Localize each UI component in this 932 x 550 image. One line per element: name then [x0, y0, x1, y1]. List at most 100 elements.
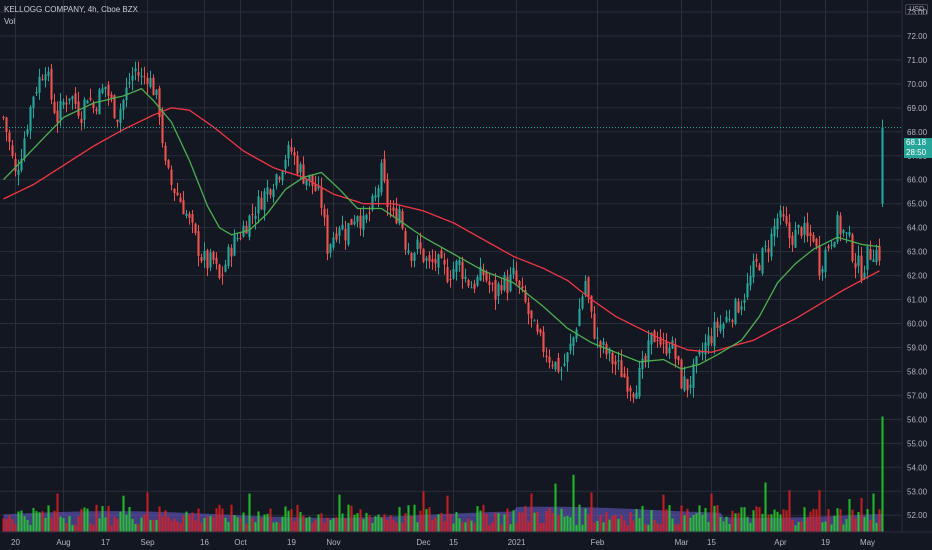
- candle-body: [209, 252, 212, 268]
- volume-bar: [677, 524, 680, 532]
- volume-bar: [560, 508, 563, 532]
- volume-bar: [341, 513, 344, 532]
- time-tick-label: 15: [707, 538, 716, 547]
- volume-bar: [227, 522, 230, 532]
- candle-body: [140, 75, 143, 77]
- candle-body: [869, 249, 872, 260]
- candle-body: [551, 364, 554, 367]
- candle-body: [722, 323, 725, 329]
- candle-body: [416, 239, 419, 250]
- volume-bar: [821, 522, 824, 532]
- candle-body: [131, 75, 134, 81]
- price-tick-label: 73.00: [907, 8, 928, 17]
- candle-body: [71, 96, 74, 99]
- volume-bar: [632, 520, 635, 532]
- volume-bar: [866, 509, 869, 532]
- volume-bar: [719, 517, 722, 532]
- candle-body: [173, 188, 176, 193]
- candle-body: [449, 278, 452, 280]
- volume-bar: [5, 519, 8, 532]
- time-tick-label: Apr: [774, 538, 787, 547]
- price-tick-label: 65.00: [907, 200, 928, 209]
- candle-body: [491, 283, 494, 285]
- time-tick-label: Dec: [416, 538, 430, 547]
- candle-body: [713, 321, 716, 346]
- volume-bar: [143, 514, 146, 532]
- volume-bar: [776, 511, 779, 532]
- volume-bar: [83, 507, 86, 532]
- volume-bar: [323, 522, 326, 532]
- candle-body: [122, 100, 125, 110]
- volume-bar: [845, 519, 848, 532]
- candle-body: [287, 144, 290, 159]
- candle-body: [263, 191, 266, 211]
- candle-body: [278, 177, 281, 180]
- volume-bar: [335, 517, 338, 532]
- volume-bar: [377, 514, 380, 532]
- volume-bar: [524, 506, 527, 532]
- candle-body: [20, 159, 23, 171]
- volume-bar: [755, 506, 758, 532]
- candle-body: [524, 290, 527, 302]
- candle-body: [119, 109, 122, 123]
- volume-bar: [710, 493, 713, 532]
- volume-bar: [89, 523, 92, 532]
- volume-label[interactable]: Vol: [4, 17, 16, 26]
- candle-body: [485, 271, 488, 281]
- volume-bar: [125, 514, 128, 532]
- candle-body: [638, 367, 641, 397]
- candle-body: [707, 335, 710, 346]
- candle-body: [206, 250, 209, 269]
- time-axis[interactable]: 20 Aug 17 Sep 16 Oct 19 Nov Dec 15 2021 Feb Mar 15 Apr…: [11, 538, 875, 547]
- volume-bar: [98, 518, 101, 532]
- candle-body: [68, 98, 71, 101]
- volume-bar: [149, 519, 152, 532]
- candle-body: [857, 255, 860, 266]
- candle-body: [875, 249, 878, 263]
- price-axis[interactable]: 52.00 53.00 54.00 55.00 56.00 57.00 58.00 59.00…: [907, 8, 928, 520]
- volume-bar: [176, 521, 179, 532]
- candle-body: [776, 218, 779, 230]
- volume-bar: [830, 524, 833, 532]
- volume-bar: [485, 514, 488, 532]
- time-tick-label: 16: [200, 538, 209, 547]
- volume-bar: [758, 507, 761, 532]
- volume-bar: [494, 512, 497, 532]
- currency-badge[interactable]: USD: [905, 4, 928, 15]
- volume-bar: [761, 513, 764, 532]
- price-tick-label: 60.00: [907, 320, 928, 329]
- volume-bar: [836, 508, 839, 532]
- volume-bar: [212, 517, 215, 532]
- volume-bar: [164, 510, 167, 532]
- volume-bar: [767, 514, 770, 532]
- volume-bar: [449, 513, 452, 532]
- volume-bar: [416, 522, 419, 532]
- candle-body: [341, 224, 344, 230]
- candle-body: [182, 200, 185, 215]
- candle-body: [125, 87, 128, 101]
- candle-body: [572, 337, 575, 346]
- symbol-title[interactable]: KELLOGG COMPANY, 4h, Cboe BZX: [4, 5, 138, 14]
- volume-bar: [569, 517, 572, 532]
- price-tick-label: 71.00: [907, 56, 928, 65]
- candle-body: [554, 361, 557, 370]
- candle-body: [746, 283, 749, 298]
- time-tick-label: 17: [101, 538, 110, 547]
- candle-body: [434, 258, 437, 264]
- candle-body: [518, 281, 521, 286]
- volume-bar: [842, 524, 845, 532]
- candle-body: [539, 329, 542, 333]
- candle-body: [137, 72, 140, 76]
- candle-body: [749, 275, 752, 286]
- price-tick-label: 62.00: [907, 272, 928, 281]
- volume-bar: [857, 512, 860, 532]
- volume-bar: [461, 522, 464, 532]
- time-tick-label: 19: [821, 538, 830, 547]
- candle-body: [335, 233, 338, 240]
- candle-body: [410, 253, 413, 261]
- candle-body: [248, 215, 251, 238]
- volume-bar: [860, 497, 863, 532]
- volume-bar: [155, 519, 158, 532]
- volume-bar: [428, 507, 431, 532]
